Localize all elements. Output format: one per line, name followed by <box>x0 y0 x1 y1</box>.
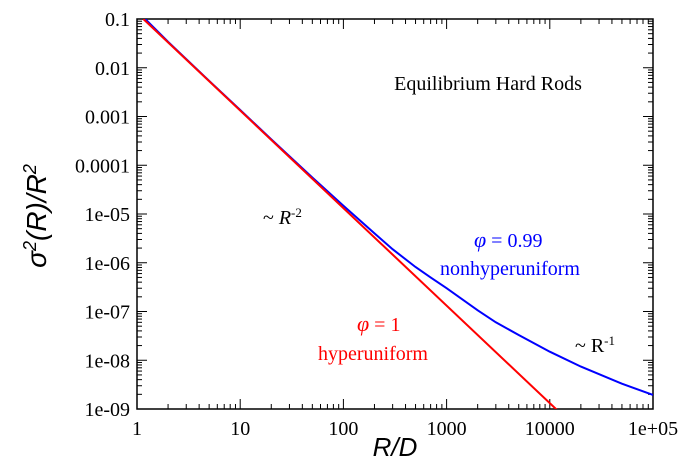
annotation-slope-r1-prefix: ~ R <box>575 335 605 357</box>
y-tick-label: 1e-07 <box>84 302 130 324</box>
y-tick-label: 0.1 <box>105 9 130 31</box>
y-tick-label: 1e-08 <box>84 350 130 372</box>
annotation-red-phi: φ = 1 <box>357 311 400 336</box>
annotation-slope-r2-var: R <box>278 207 291 229</box>
x-tick-label: 1 <box>132 418 142 440</box>
x-tick-label: 100 <box>328 418 358 440</box>
x-axis-label: R/D <box>373 432 418 462</box>
annotation-blue-phi: φ = 0.99 <box>474 227 542 252</box>
annotation-slope-r1-exp: -1 <box>604 333 615 348</box>
tick-marks <box>136 18 654 410</box>
x-tick-label: 10 <box>230 418 250 440</box>
series-line-red <box>142 19 558 409</box>
x-tick-label: 10000 <box>525 418 575 440</box>
annotation-blue-label: nonhyperuniform <box>440 258 580 280</box>
y-axis-label-sup1: 2 <box>20 241 40 252</box>
x-tick-label: 1e+05 <box>628 418 678 440</box>
y-tick-label: 0.001 <box>85 107 130 129</box>
annotation-blue-phi-symbol: φ <box>474 227 486 252</box>
x-tick-label: 1000 <box>427 418 467 440</box>
y-axis-label-sigma: σ <box>21 250 52 268</box>
annotation-blue-phi-value: = 0.99 <box>486 230 542 252</box>
y-tick-label: 0.0001 <box>75 155 130 177</box>
y-tick-label: 1e-06 <box>84 253 130 275</box>
y-axis-label: σ2(R)/R2 <box>20 164 52 268</box>
annotation-red-label: hyperuniform <box>318 343 428 365</box>
y-tick-label: 1e-05 <box>84 204 130 226</box>
annotation-red-phi-value: = 1 <box>369 314 400 336</box>
annotation-slope-r1: ~ R-1 <box>575 333 615 358</box>
y-axis-label-sup2: 2 <box>20 164 40 175</box>
annotation-red-phi-symbol: φ <box>357 311 369 336</box>
annotation-slope-r2-exp: -2 <box>291 205 302 220</box>
annotation-title: Equilibrium Hard Rods <box>394 73 582 95</box>
tick-labels: 1 10 100 1000 10000 1e+05 0.1 0.01 0.001 0.0001 1e… <box>75 9 678 440</box>
annotation-slope-r2: ~ R-2 <box>263 205 302 230</box>
y-tick-label: 1e-09 <box>84 399 130 421</box>
y-tick-label: 0.01 <box>95 58 130 80</box>
annotation-slope-r2-prefix: ~ <box>263 207 279 229</box>
y-axis-label-mid: (R)/R <box>21 174 52 241</box>
